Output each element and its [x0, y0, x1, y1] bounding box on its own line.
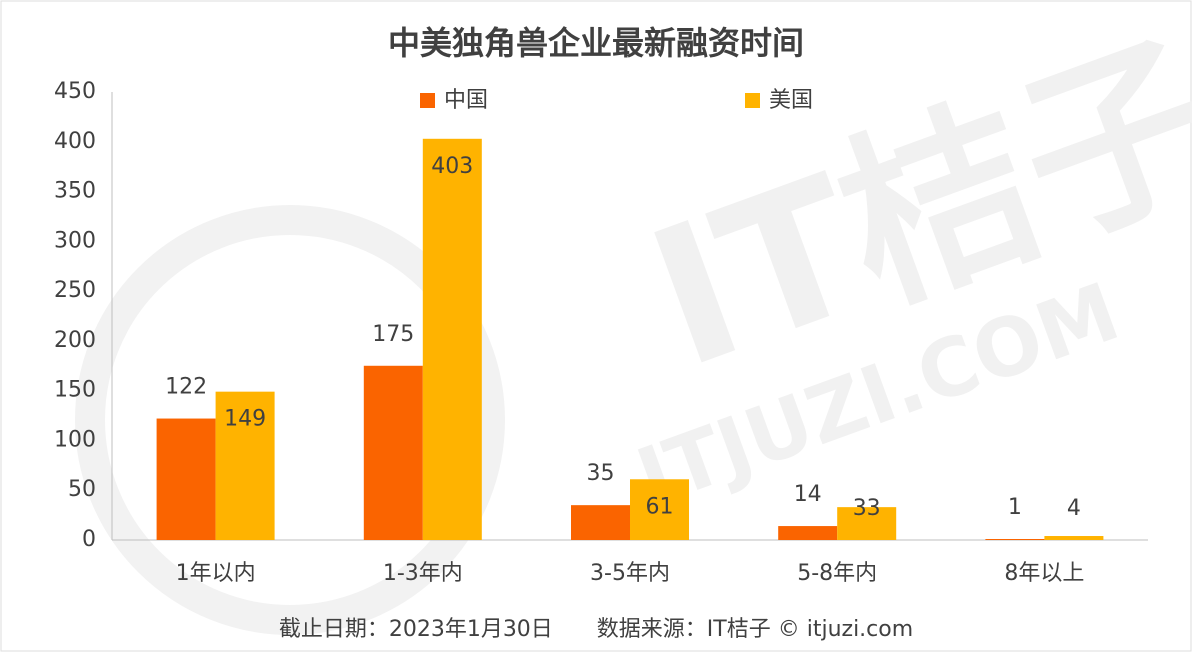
bar: [778, 526, 838, 540]
value-label: 14: [794, 482, 822, 507]
x-tick-label: 3-5年内: [590, 561, 670, 586]
y-tick-label: 100: [54, 427, 96, 452]
bar: [156, 418, 216, 540]
bar: [630, 479, 689, 540]
value-label: 149: [224, 407, 266, 432]
legend-label: 美国: [769, 88, 813, 113]
y-tick-label: 400: [54, 129, 96, 154]
bar: [985, 539, 1045, 540]
bar: [363, 365, 423, 540]
chart-title: 中美独角兽企业最新融资时间: [388, 24, 804, 62]
footnote: 截止日期：2023年1月30日 数据来源：IT桔子 © itjuzi.com: [279, 617, 913, 642]
legend-label: 中国: [444, 88, 488, 113]
value-label: 122: [165, 375, 207, 400]
bar: [215, 391, 275, 540]
value-label: 1: [1008, 495, 1022, 520]
watermark-logo: [75, 205, 505, 635]
y-tick-label: 250: [54, 278, 96, 303]
y-tick-label: 50: [68, 477, 96, 502]
legend-swatch: [420, 93, 435, 108]
x-tick-label: 1-3年内: [383, 561, 463, 586]
value-label: 61: [646, 494, 674, 519]
bar: [837, 507, 897, 540]
x-tick-label: 5-8年内: [797, 561, 877, 586]
bar: [571, 505, 630, 540]
value-label: 403: [431, 154, 473, 179]
y-tick-label: 450: [54, 79, 96, 104]
y-tick-label: 200: [54, 328, 96, 353]
value-label: 175: [372, 322, 414, 347]
value-label: 4: [1067, 496, 1081, 521]
y-tick-label: 0: [82, 527, 96, 552]
bar: [422, 138, 482, 540]
legend-swatch: [745, 93, 760, 108]
value-label: 33: [853, 496, 881, 521]
bar: [1044, 536, 1104, 540]
y-tick-label: 300: [54, 228, 96, 253]
x-tick-label: 1年以内: [176, 561, 256, 586]
x-tick-label: 8年以上: [1004, 561, 1084, 586]
value-label: 35: [587, 461, 615, 486]
y-tick-label: 150: [54, 378, 96, 403]
y-tick-label: 350: [54, 179, 96, 204]
